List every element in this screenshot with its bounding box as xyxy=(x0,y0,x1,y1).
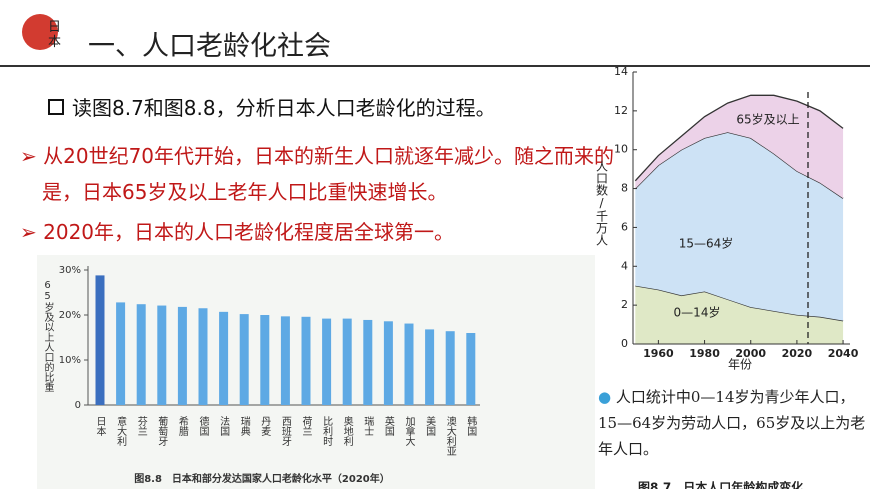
y-axis-label: 人口数/千万人 xyxy=(595,160,609,246)
x-tick-label: 比利时 xyxy=(321,416,333,446)
x-tick-label: 澳大利亚 xyxy=(444,415,456,456)
y-tick-label: 4 xyxy=(621,259,628,272)
area-band xyxy=(635,132,844,321)
bar xyxy=(95,275,105,405)
bullet-text: 2020年，日本的人口老龄化程度居全球第一。 xyxy=(43,220,455,244)
y-tick-label: 0 xyxy=(75,400,81,411)
x-tick-label: 奥地利 xyxy=(341,415,353,446)
series-label: 15—64岁 xyxy=(679,236,734,251)
x-tick-label: 加拿大 xyxy=(403,416,415,447)
header-title: 一、人口老龄化社会 xyxy=(88,31,331,62)
y-tick-label: 20% xyxy=(59,310,81,321)
logo: 日本 xyxy=(18,14,74,58)
bar-chart-bg xyxy=(37,255,595,489)
x-tick-label: 芬兰 xyxy=(135,416,147,436)
x-tick-label: 法国 xyxy=(218,415,230,437)
x-tick-label: 2000 xyxy=(735,347,766,360)
bar xyxy=(116,302,126,405)
x-tick-label: 瑞士 xyxy=(362,416,374,436)
y-tick-label: 0 xyxy=(621,337,628,350)
y-tick-label: 10 xyxy=(614,143,628,156)
bullet-text: 读图8.7和图8.8，分析日本人口老龄化的过程。 xyxy=(72,96,496,120)
bar xyxy=(177,306,187,405)
bar xyxy=(260,315,270,405)
y-tick-label: 8 xyxy=(621,182,628,195)
x-tick-label: 西班牙 xyxy=(279,416,291,447)
x-tick-label: 美国 xyxy=(424,415,436,437)
x-axis-label: 年份 xyxy=(728,358,752,372)
bar xyxy=(219,311,229,405)
x-tick-label: 韩国 xyxy=(465,415,477,437)
logo-text: 日本 xyxy=(48,20,62,50)
y-tick-label: 2 xyxy=(621,298,628,311)
logo-sun xyxy=(22,14,58,50)
bar xyxy=(466,333,476,405)
bar xyxy=(239,314,249,405)
note: ● 人口统计中0—14岁为青少年人口，15—64岁为劳动人口，65岁及以上为老年… xyxy=(598,388,866,458)
area-band xyxy=(635,95,844,199)
bullet-1: 读图8.7和图8.8，分析日本人口老龄化的过程。 xyxy=(48,92,608,121)
bar xyxy=(157,305,167,405)
bar xyxy=(425,329,435,405)
y-tick-label: 30% xyxy=(59,265,81,276)
chart-caption: 图8.8 日本和部分发达国家人口老龄化水平（2020年） xyxy=(134,472,390,485)
x-tick-label: 丹麦 xyxy=(259,416,271,437)
x-tick-label: 葡萄牙 xyxy=(156,415,168,447)
y-tick-label: 12 xyxy=(614,104,628,117)
y-axis-label: 65岁及以上人口的比重 xyxy=(42,280,54,392)
bar xyxy=(404,323,414,405)
x-tick-label: 1980 xyxy=(689,347,720,360)
x-tick-label: 意大利 xyxy=(115,415,127,446)
x-tick-label: 2020 xyxy=(782,347,813,360)
series-label: 65岁及以上 xyxy=(736,112,799,127)
x-tick-label: 德国 xyxy=(197,415,209,437)
x-tick-label: 日本 xyxy=(94,416,106,437)
bar xyxy=(445,331,455,405)
bullet-2: ➢ 从20世纪70年代开始，日本的新生人口就逐年减少。随之而来的是，日本65岁及… xyxy=(20,144,615,204)
x-tick-label: 英国 xyxy=(382,415,394,437)
chart-caption: 图8.7 日本人口年龄构成变化 xyxy=(638,480,803,489)
bar xyxy=(136,304,146,405)
bullet-3: ➢ 2020年，日本的人口老龄化程度居全球第一。 xyxy=(20,220,455,244)
area-band xyxy=(635,285,844,344)
bar xyxy=(363,319,373,405)
series-label: 0—14岁 xyxy=(674,305,721,320)
y-tick-label: 14 xyxy=(614,65,628,78)
y-tick-label: 10% xyxy=(59,355,81,366)
x-tick-label: 荷兰 xyxy=(300,416,312,436)
bar xyxy=(322,318,332,405)
x-tick-label: 瑞典 xyxy=(238,416,250,437)
x-tick-label: 1960 xyxy=(643,347,674,360)
bullet-text: 从20世纪70年代开始，日本的新生人口就逐年减少。随之而来的是，日本65岁及以上… xyxy=(42,144,615,204)
y-tick-label: 6 xyxy=(621,220,628,233)
header-rule xyxy=(0,65,870,67)
x-tick-label: 2040 xyxy=(828,347,859,360)
bar xyxy=(301,316,311,405)
bar xyxy=(383,321,393,405)
note-text: 人口统计中0—14岁为青少年人口，15—64岁为劳动人口，65岁及以上为老年人口… xyxy=(598,388,866,458)
bar xyxy=(342,318,352,405)
bar xyxy=(198,308,208,405)
bar xyxy=(280,316,290,405)
x-tick-label: 希腊 xyxy=(176,415,188,437)
